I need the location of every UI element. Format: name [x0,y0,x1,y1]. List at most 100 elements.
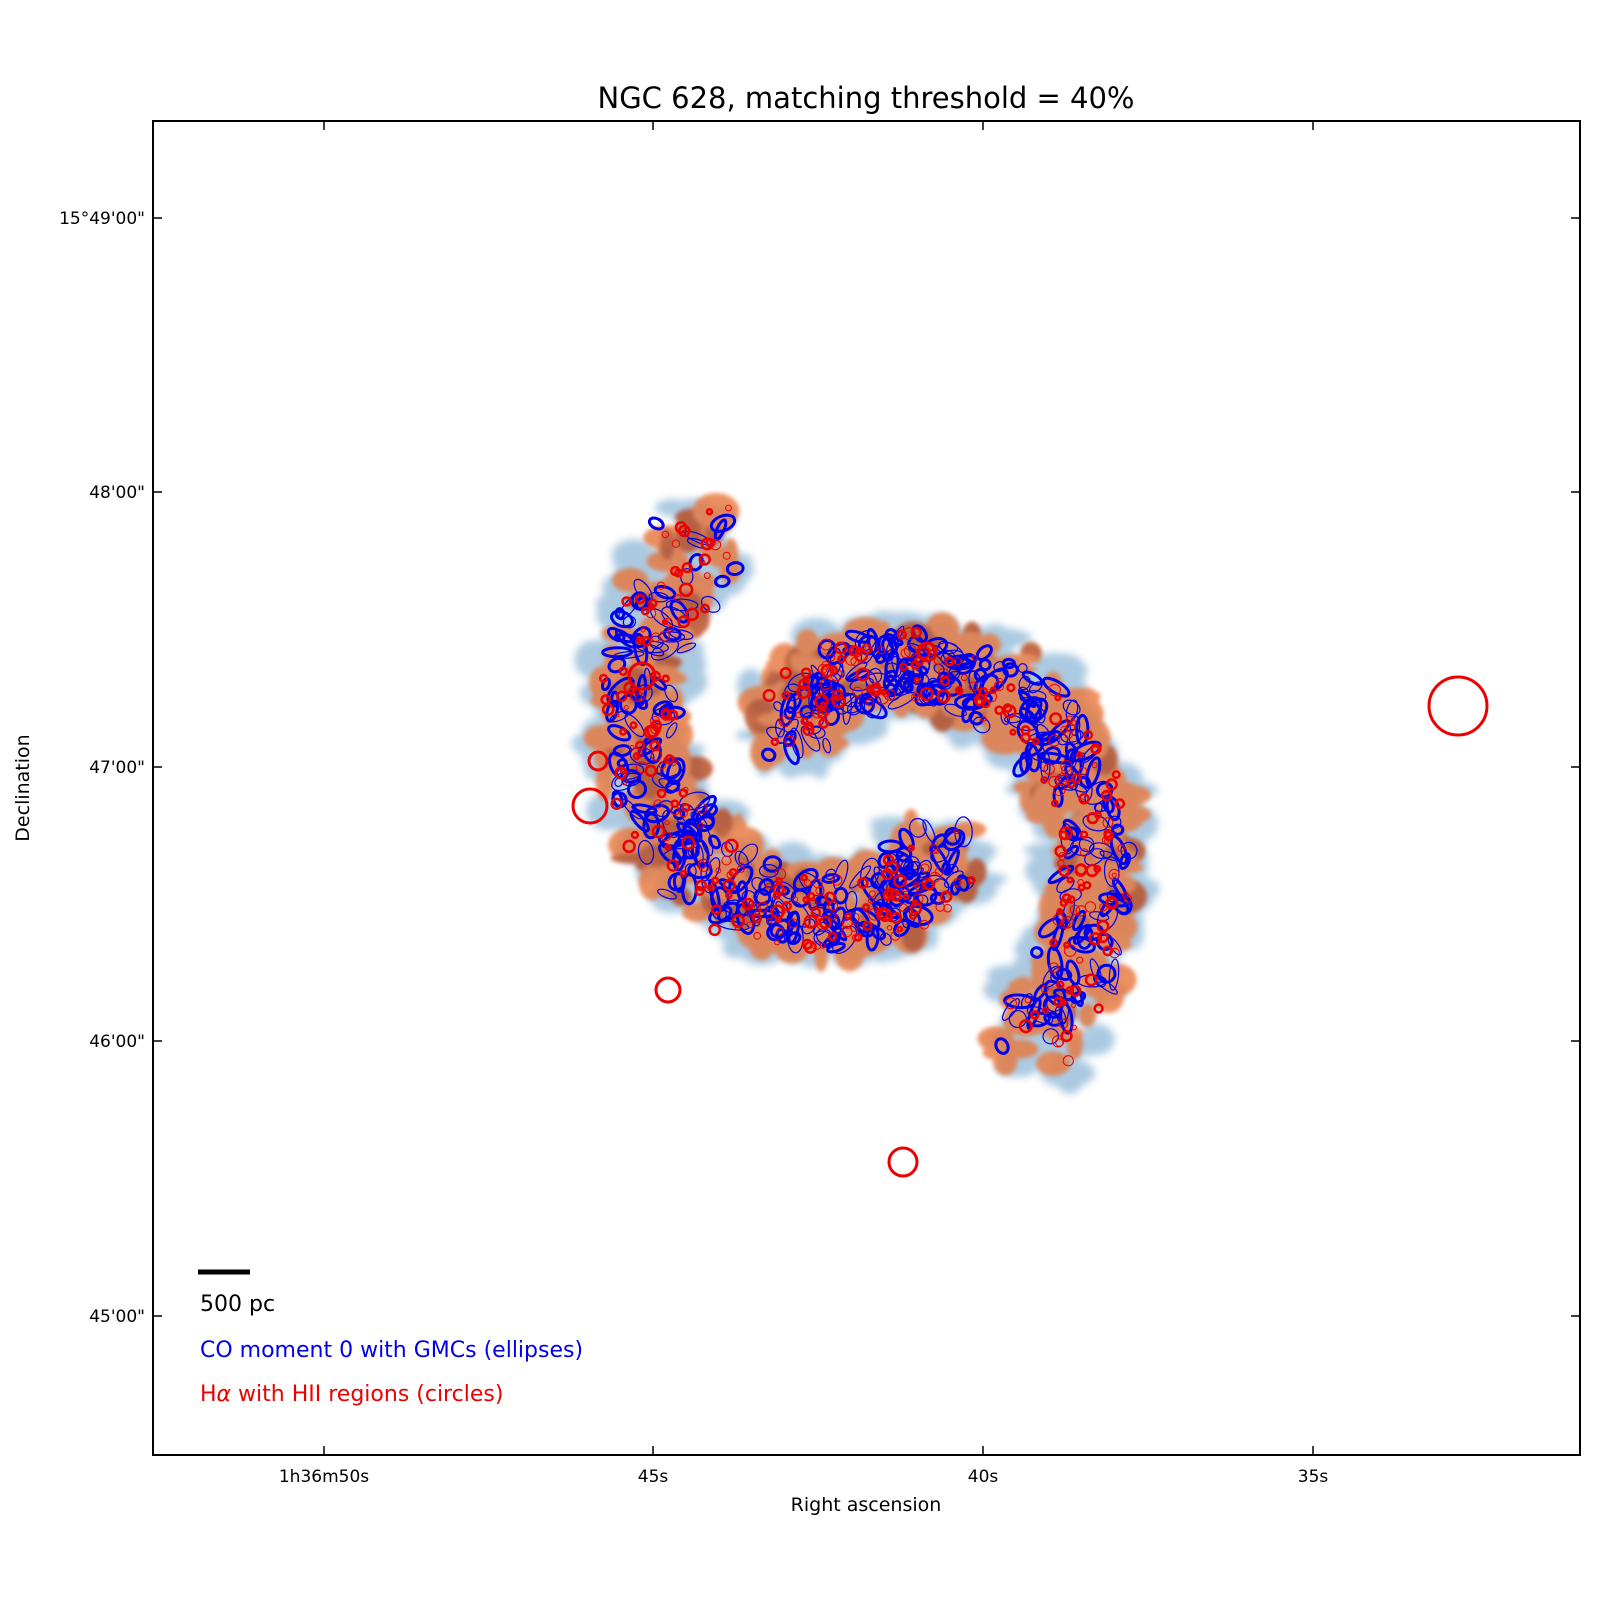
hii-circle [661,530,669,539]
hii-circle [855,667,870,682]
hii-circle [622,839,636,854]
gmc-ellipse [871,901,899,920]
gmc-ellipse [821,873,841,884]
hii-circle [1114,798,1126,809]
gmc-ellipse [758,863,779,878]
hii-circle [864,645,873,654]
gmc-ellipse [933,663,945,674]
gmc-ellipse [1030,946,1044,959]
hii-circle [812,707,823,719]
hii-circle [862,920,873,931]
hii-circle [664,843,672,851]
hii-circle [1056,980,1065,990]
hii-circle [952,878,962,887]
hii-circle [651,824,666,839]
hii-circle [1018,1019,1033,1034]
gmc-ellipse [708,905,733,925]
hii-circle [1123,894,1133,903]
hii-circle [800,687,812,699]
hii-circle [1029,1009,1040,1020]
hii-circle [907,844,915,852]
hii-circle [913,881,920,888]
hii-circle [1055,1038,1064,1047]
hii-circle [831,874,843,886]
gmc-ellipse [714,574,731,588]
halpha-patch [1076,687,1100,723]
gmc-ellipse [1003,993,1036,1010]
gmc-ellipse [883,632,904,647]
gmc-ellipse [1071,909,1087,932]
gmc-ellipse [1078,836,1095,853]
hii-circle [1111,872,1117,878]
hii-circle [765,882,773,890]
hii-circle [753,931,762,940]
hii-circle-large [916,641,938,663]
gmc-ellipse [1069,715,1081,736]
gmc-ellipse [975,644,993,661]
gmc-ellipse [926,677,945,703]
hii-circle [649,740,661,752]
gmc-ellipse [1107,815,1122,829]
hii-circle [820,638,832,651]
hii-circle [671,539,681,548]
hii-circle [619,767,627,775]
gmc-ellipse [1065,959,1081,986]
hii-circle [664,820,670,826]
hii-circle [660,707,671,718]
hii-circle [936,689,951,704]
gmc-ellipse [994,1037,1010,1055]
gmc-ellipse [1055,967,1073,981]
gmc-ellipse [633,632,649,667]
hii-circle [1057,859,1065,868]
hii-circle [722,878,736,892]
hii-circle [911,692,921,702]
hii-circle [770,737,780,747]
gmc-ellipse [631,803,658,815]
hii-circle [629,745,635,751]
hii-circle [1077,879,1084,886]
hii-circle [658,630,670,642]
hii-circle [741,897,755,911]
hii-circle [1093,864,1102,873]
gmc-ellipse [1036,724,1052,741]
hii-circle [1117,844,1125,853]
hii-circle [651,632,661,643]
hii-circle [681,803,691,813]
hii-circle [679,869,687,878]
hii-circle [781,691,791,700]
hii-circle [670,805,680,816]
hii-circle [1006,683,1016,693]
gmc-ellipse [1067,935,1096,954]
hii-circle [972,654,978,661]
hii-circle [796,685,811,700]
hii-circle [1111,770,1121,780]
hii-circle [1102,945,1114,957]
hii-circle [695,879,707,892]
hii-circle [670,565,681,577]
gmc-ellipse [1012,755,1033,778]
hii-circle [635,761,648,774]
hii-circle [1009,728,1017,736]
hii-circle [1048,962,1060,974]
hii-circle [818,717,829,729]
hii-circle [724,838,739,853]
hii-circle [960,674,968,682]
hii-circle [774,868,787,880]
hii-circle [610,797,623,810]
hii-circle [682,786,689,793]
hii-circle [1058,1018,1069,1029]
hii-circle [661,674,670,683]
gmc-ellipse [1039,761,1049,772]
hii-circle [803,940,817,954]
hii-circle [635,692,645,702]
hii-circle [1090,743,1102,755]
hii-circle [899,903,908,912]
hii-circle [1053,996,1065,1008]
gmc-ellipse [1001,657,1016,670]
hii-circle [614,766,628,780]
x-tick-label: 1h36m50s [279,1467,369,1487]
hii-circle [711,904,722,916]
hii-circle [1083,729,1094,740]
hii-circle [1062,1055,1074,1067]
hii-circle [778,715,791,728]
